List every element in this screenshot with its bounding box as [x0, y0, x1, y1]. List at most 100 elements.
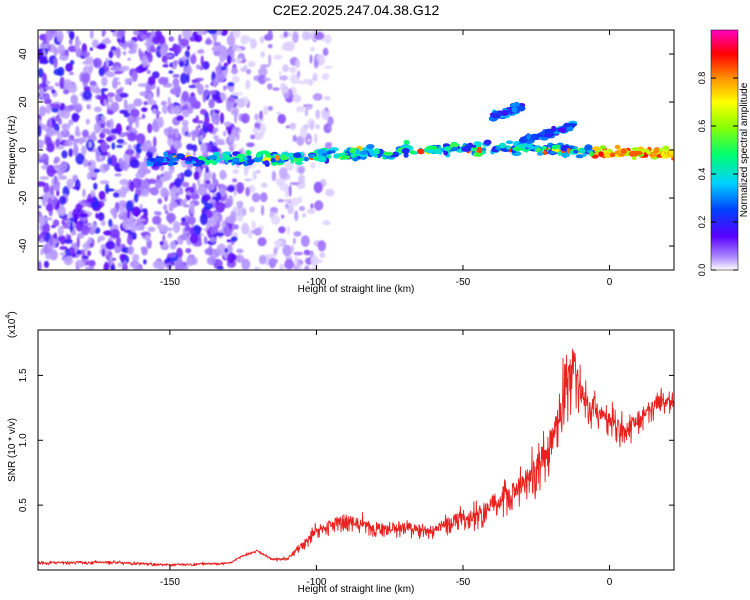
heatmap-cell	[225, 198, 232, 208]
heatmap-cell	[227, 96, 236, 103]
heatmap-cell	[548, 150, 556, 155]
heatmap-cell	[69, 221, 73, 233]
heatmap-cell	[290, 244, 295, 254]
heatmap-cell	[199, 65, 204, 71]
heatmap-cell	[186, 143, 194, 151]
heatmap-cell	[115, 88, 123, 95]
heatmap-cell	[50, 249, 58, 261]
heatmap-cell	[271, 170, 277, 182]
heatmap-cell	[426, 149, 435, 154]
heatmap-cell	[212, 110, 215, 118]
heatmap-cell	[86, 198, 95, 203]
heatmap-cell	[109, 118, 114, 130]
heatmap-cell	[231, 92, 240, 96]
heatmap-cell	[295, 58, 300, 69]
heatmap-cell	[168, 70, 174, 74]
heatmap-cell	[472, 144, 477, 148]
heatmap-cell	[235, 131, 240, 141]
heatmap-cell	[180, 72, 188, 85]
heatmap-cell	[204, 84, 209, 89]
heatmap-cell	[274, 154, 280, 161]
spectrogram-heatmap	[38, 30, 674, 270]
heatmap-cell	[270, 258, 279, 264]
heatmap-cell	[119, 204, 124, 216]
heatmap-cell	[232, 207, 238, 213]
heatmap-cell	[293, 231, 302, 237]
heatmap-cell	[82, 129, 89, 138]
heatmap-cell	[46, 164, 56, 177]
spectrogram-x-tick-label: -100	[306, 277, 326, 288]
heatmap-cell	[278, 167, 288, 180]
heatmap-cell	[383, 151, 394, 156]
heatmap-cell	[133, 193, 139, 203]
spectrogram-panel: -150 -100 -50 0 -40 -20 0 20 40 Height of strai…	[7, 29, 675, 295]
heatmap-cell	[78, 212, 89, 218]
heatmap-cell	[105, 188, 115, 192]
heatmap-cell	[163, 84, 169, 88]
heatmap-cell	[261, 205, 265, 216]
heatmap-cell	[241, 113, 250, 124]
heatmap-cell	[304, 108, 309, 117]
heatmap-cell	[85, 261, 89, 265]
heatmap-cell	[322, 47, 329, 57]
heatmap-cell	[148, 153, 153, 160]
heatmap-cell	[171, 201, 179, 208]
heatmap-cell	[205, 166, 209, 174]
heatmap-cell	[127, 57, 132, 61]
heatmap-cell	[167, 232, 173, 239]
heatmap-cell	[61, 123, 71, 130]
heatmap-cell	[93, 123, 99, 134]
heatmap-cell	[68, 148, 73, 158]
heatmap-cell	[186, 216, 196, 225]
heatmap-cell	[331, 150, 336, 154]
heatmap-cell	[241, 35, 252, 43]
heatmap-cell	[105, 240, 116, 250]
heatmap-cell	[563, 122, 571, 128]
heatmap-cell	[312, 72, 318, 82]
heatmap-cell	[128, 43, 132, 50]
heatmap-cell	[115, 236, 121, 248]
heatmap-cell	[155, 111, 161, 115]
heatmap-cell	[279, 263, 285, 270]
heatmap-cell	[203, 236, 208, 245]
snr-panel: -150 -100 -50 0 0.5 1.0 1.5 Height of straigh…	[5, 311, 675, 595]
heatmap-cell	[44, 191, 51, 199]
heatmap-cell	[181, 181, 190, 188]
heatmap-cell	[260, 150, 270, 155]
heatmap-cell	[259, 36, 265, 44]
heatmap-cell	[131, 206, 142, 217]
heatmap-cell	[54, 82, 60, 87]
heatmap-cell	[232, 169, 240, 175]
heatmap-cell	[182, 30, 192, 40]
heatmap-cell	[166, 212, 176, 223]
heatmap-cell	[86, 104, 91, 110]
heatmap-cell	[584, 144, 593, 151]
heatmap-cell	[216, 266, 224, 270]
heatmap-cell	[317, 240, 327, 252]
heatmap-cell	[152, 215, 162, 225]
heatmap-cell	[133, 47, 138, 52]
heatmap-cell	[101, 248, 106, 257]
heatmap-cell	[82, 255, 89, 259]
heatmap-cell	[182, 55, 188, 61]
heatmap-cell	[512, 146, 522, 151]
heatmap-cell	[214, 72, 225, 83]
spectrogram-x-axis-label: Height of straight line (km)	[298, 284, 415, 295]
heatmap-cell	[653, 147, 660, 154]
heatmap-cell	[52, 238, 59, 244]
heatmap-cell	[271, 215, 281, 226]
heatmap-cell	[511, 107, 517, 113]
heatmap-cell	[292, 237, 296, 245]
heatmap-cell	[526, 134, 531, 140]
heatmap-cell	[267, 106, 274, 111]
heatmap-cell	[82, 188, 86, 198]
heatmap-cell	[159, 261, 165, 270]
heatmap-cell	[90, 189, 96, 197]
heatmap-cell	[123, 99, 128, 110]
heatmap-cell	[81, 145, 87, 156]
heatmap-cell	[257, 237, 267, 247]
colorbar-tick-label: 0.2	[697, 216, 707, 229]
heatmap-cell	[197, 83, 204, 96]
heatmap-cell	[391, 151, 400, 158]
heatmap-cell	[38, 124, 42, 137]
